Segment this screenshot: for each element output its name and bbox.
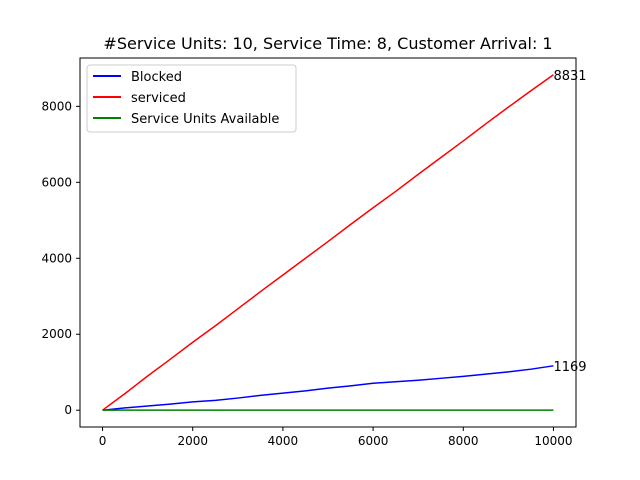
- annotation-label-1: 1169: [553, 360, 586, 375]
- x-tick-label: 2000: [177, 434, 208, 448]
- annotation-layer: 8831 1169: [553, 69, 586, 375]
- series-line-1: [102, 74, 554, 411]
- x-tick-label: 0: [99, 434, 107, 448]
- x-tick-label: 4000: [268, 434, 299, 448]
- x-tick-label: 10000: [534, 434, 572, 448]
- series-line-0: [102, 365, 554, 411]
- annotation-label-0: 8831: [553, 69, 586, 84]
- plot-frame: [79, 57, 577, 428]
- x-tick-label: 6000: [358, 434, 389, 448]
- x-tick-label: 8000: [448, 434, 479, 448]
- chart-title: #Service Units: 10, Service Time: 8, Cus…: [103, 34, 552, 53]
- y-tick-label: 8000: [41, 99, 72, 113]
- x-axis: 0 2000 4000 6000 8000 10000: [99, 427, 573, 448]
- y-tick-label: 6000: [41, 175, 72, 189]
- y-tick-label: 0: [64, 403, 72, 417]
- legend-label-1: serviced: [131, 91, 186, 106]
- y-tick-label: 2000: [41, 327, 72, 341]
- y-tick-label: 4000: [41, 251, 72, 265]
- legend-label-0: Blocked: [131, 70, 182, 85]
- legend-box: [86, 64, 297, 133]
- legend-label-2: Service Units Available: [131, 112, 279, 127]
- y-axis: 0 2000 4000 6000 8000: [41, 99, 80, 417]
- series-layer: [102, 74, 554, 411]
- legend: Blocked serviced Service Units Available: [86, 64, 297, 133]
